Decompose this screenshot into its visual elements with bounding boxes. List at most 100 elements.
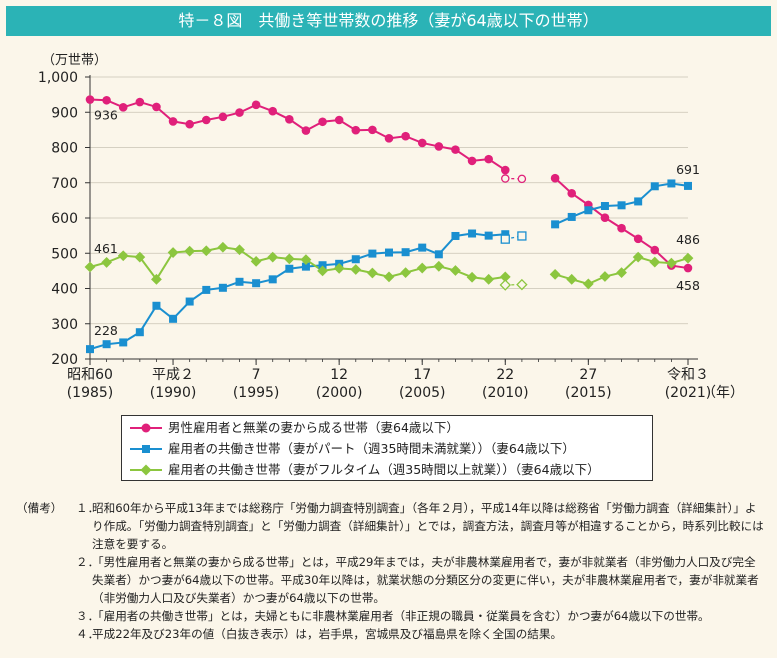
data-point	[251, 100, 261, 110]
figure-title: 特－８図 共働き等世帯数の推移（妻が64歳以下の世帯）	[6, 6, 771, 36]
x-tick-label: 昭和60	[67, 367, 113, 383]
data-point	[118, 103, 128, 112]
y-tick-label: 200	[51, 352, 78, 368]
x-tick-label: 平成２	[152, 367, 194, 383]
note-item: ２． 「男性雇用者と無業の妻から成る世帯」とは，平成29年までは，夫が非農林業雇…	[16, 553, 764, 607]
data-point	[551, 220, 560, 229]
y-tick-label: 1,000	[38, 70, 78, 86]
data-point	[600, 213, 610, 222]
notes-block: （備考） １． 昭和60年から平成13年までは総務庁「労働力調査特別調査」（各年…	[16, 499, 764, 643]
data-point	[152, 102, 161, 112]
data-point	[201, 115, 211, 125]
data-point	[684, 181, 692, 190]
data-point	[368, 249, 377, 258]
data-point	[600, 202, 609, 211]
note-text: 平成22年及び23年の値（白抜き表示）は，岩手県，宮城県及び福島県を除く全国の結…	[92, 627, 563, 641]
data-point	[234, 244, 245, 256]
notes-lead: （備考）	[16, 501, 63, 515]
data-point	[451, 231, 460, 240]
series-line-2	[89, 246, 506, 282]
x-tick-label: 27	[579, 367, 597, 383]
y-tick-label: 800	[51, 141, 78, 157]
excluded-data-point	[517, 174, 527, 184]
data-point	[235, 108, 244, 117]
chart-legend: 男性雇用者と無業の妻から成る世帯（妻64歳以下） 雇用者の共働き世帯（妻がパート…	[121, 415, 653, 481]
data-point	[333, 263, 345, 274]
data-label: 461	[94, 241, 118, 256]
data-point	[334, 115, 344, 125]
data-point	[283, 253, 295, 265]
data-point	[650, 245, 660, 255]
line-chart: （万世帯） 200 300 400 500 600 700 800 900 1,000 昭和60 (…	[38, 53, 744, 401]
series-line-0	[89, 98, 506, 171]
data-point	[667, 179, 676, 188]
x-tick-label: 17	[413, 367, 431, 383]
data-point	[167, 247, 179, 258]
data-point	[468, 229, 477, 238]
data-point	[134, 251, 146, 263]
series-line-1	[89, 232, 506, 351]
excluded-data-point	[500, 234, 510, 244]
data-point	[483, 273, 495, 285]
excluded-data-point	[499, 279, 511, 291]
data-point	[633, 234, 643, 244]
y-tick-label: 700	[51, 176, 78, 192]
data-point	[665, 257, 677, 269]
data-point	[351, 255, 360, 264]
data-point	[649, 256, 661, 268]
data-point	[582, 278, 594, 290]
data-point	[202, 285, 211, 294]
x-tick-label: (2005)	[399, 385, 446, 401]
excluded-data-point	[501, 174, 510, 183]
note-item: （備考） １． 昭和60年から平成13年までは総務庁「労働力調査特別調査」（各年…	[16, 499, 764, 553]
data-point	[499, 271, 511, 283]
legend-label: 雇用者の共働き世帯（妻がフルタイム（週35時間以上就業））（妻64歳以下）	[168, 462, 600, 477]
data-point	[235, 277, 244, 286]
data-point	[549, 269, 561, 280]
data-point	[285, 264, 294, 273]
x-tick-label: 22	[496, 367, 514, 383]
data-point	[135, 328, 144, 337]
excluded-data-point	[517, 231, 527, 241]
data-point	[217, 241, 229, 253]
data-point	[184, 245, 196, 257]
x-tick-label: (1995)	[233, 385, 280, 401]
data-point	[634, 197, 643, 206]
data-point	[318, 117, 327, 127]
data-point	[84, 261, 96, 273]
data-point	[584, 206, 593, 215]
data-point	[252, 279, 261, 288]
data-point	[135, 97, 145, 107]
data-point	[500, 165, 510, 175]
data-point	[567, 212, 576, 221]
data-point	[550, 173, 560, 183]
data-label: 486	[676, 232, 700, 247]
data-point	[385, 248, 393, 257]
data-point	[168, 117, 178, 126]
data-point	[434, 142, 444, 151]
data-point	[368, 125, 377, 135]
data-label: 458	[676, 278, 700, 293]
note-item: ３． 「雇用者の共働き世帯」とは，夫婦ともに非農林業雇用者（非正規の職員・従業員…	[16, 607, 764, 625]
data-point	[267, 251, 279, 263]
data-point	[101, 257, 113, 268]
data-point	[300, 254, 312, 265]
data-point	[417, 138, 427, 148]
data-point	[268, 106, 278, 116]
data-point	[400, 267, 412, 279]
x-tick-label: (2021)	[665, 385, 712, 401]
data-point	[301, 126, 311, 135]
data-label: 936	[94, 108, 118, 123]
x-tick-label: 12	[330, 367, 348, 383]
x-tick-label: (1985)	[67, 385, 114, 401]
data-point	[200, 245, 212, 257]
data-point	[383, 271, 395, 283]
data-point	[433, 260, 445, 272]
x-tick-label: 7	[252, 367, 261, 383]
x-tick-label: 令和３	[667, 367, 709, 383]
data-point	[434, 250, 443, 259]
x-tick-label: (2000)	[316, 385, 363, 401]
note-number: ３．	[76, 609, 100, 623]
data-label: 691	[676, 162, 700, 177]
data-point	[632, 251, 644, 263]
